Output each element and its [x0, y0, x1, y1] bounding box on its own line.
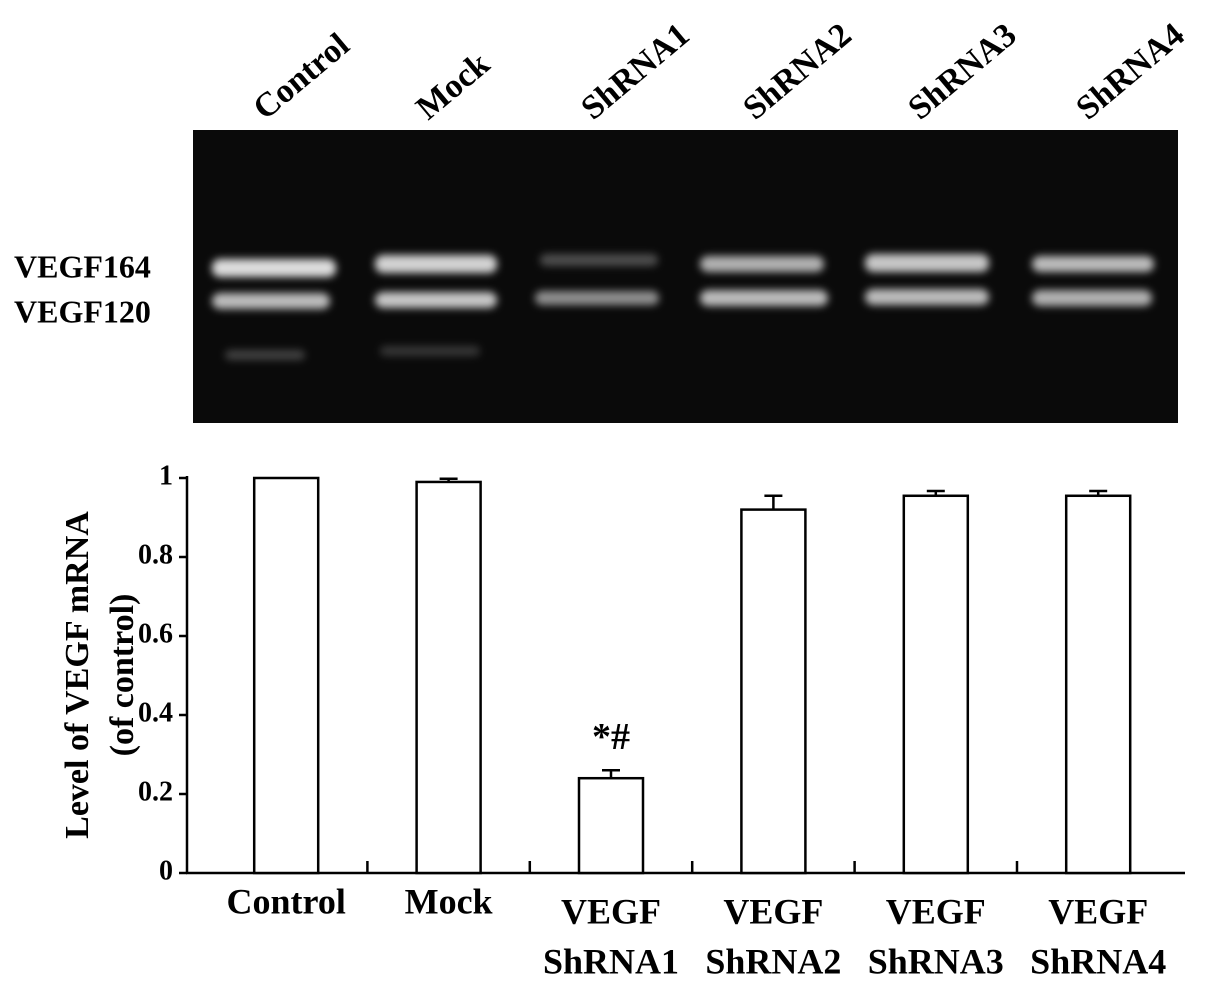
bar	[740, 508, 807, 875]
lane-label: ShRNA4	[1069, 16, 1191, 127]
x-tick-label: ShRNA2	[705, 941, 841, 981]
y-axis-label: (of control)	[104, 594, 141, 757]
y-tick-label: 1	[159, 460, 173, 491]
y-axis-label: Level of VEGF mRNA	[59, 511, 96, 839]
y-tick-label: 0.4	[138, 697, 173, 728]
x-tick-label: VEGF	[886, 891, 986, 931]
gel-bands	[212, 254, 1154, 360]
bar	[415, 480, 482, 875]
y-tick-label: 0.2	[138, 776, 173, 807]
gel-background	[193, 130, 1178, 423]
x-tick-label: Control	[227, 881, 346, 921]
lane-label: Control	[246, 26, 356, 127]
x-tick-label: ShRNA4	[1030, 941, 1166, 981]
lane-label: ShRNA1	[574, 16, 696, 127]
lane-label: ShRNA2	[736, 16, 858, 127]
lane-label: Mock	[409, 45, 497, 127]
x-tick-label: ShRNA3	[868, 941, 1004, 981]
y-tick-label: 0.6	[138, 618, 173, 649]
x-tick-label: Mock	[405, 881, 493, 921]
y-tick-label: 0.8	[138, 539, 173, 570]
gel-image	[193, 130, 1178, 423]
bar	[1064, 494, 1132, 875]
bar	[577, 776, 645, 875]
bar	[902, 494, 970, 875]
x-tick-label: VEGF	[723, 891, 823, 931]
x-tick-label: VEGF	[561, 891, 661, 931]
y-tick-label: 0	[159, 855, 173, 886]
bar	[252, 476, 320, 875]
band-label: VEGF120	[14, 293, 151, 329]
lane-label: ShRNA3	[901, 16, 1023, 127]
band-label: VEGF164	[14, 248, 151, 284]
x-tick-label: ShRNA1	[543, 941, 679, 981]
x-tick-label: VEGF	[1048, 891, 1148, 931]
significance-annotation: *#	[592, 716, 630, 758]
